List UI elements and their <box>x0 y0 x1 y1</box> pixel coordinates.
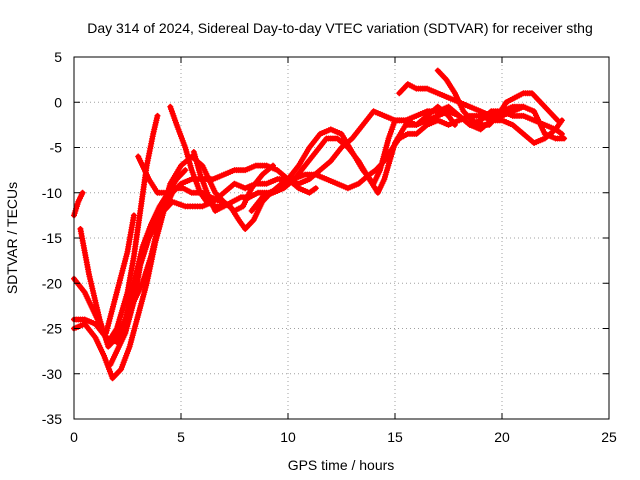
x-tick-label: 10 <box>280 429 296 445</box>
data-point <box>520 103 527 110</box>
x-tick-label: 25 <box>601 429 617 445</box>
series-track-2 <box>71 112 161 346</box>
data-point <box>554 117 561 124</box>
y-tick-label: -25 <box>42 321 62 337</box>
x-axis-label: GPS time / hours <box>288 457 395 473</box>
x-tick-label: 5 <box>177 429 185 445</box>
series-track-7 <box>103 212 137 337</box>
y-tick-label: -30 <box>42 366 62 382</box>
x-tick-label: 20 <box>494 429 510 445</box>
x-tick-label: 0 <box>70 429 78 445</box>
y-tick-label: -5 <box>50 140 63 156</box>
y-tick-label: 5 <box>54 49 62 65</box>
data-point <box>79 189 86 196</box>
data-point <box>130 212 137 219</box>
series-track-11 <box>248 103 458 214</box>
data-point <box>312 185 319 192</box>
data-point <box>154 112 161 119</box>
y-tick-label: -15 <box>42 230 62 246</box>
y-axis-label: SDTVAR / TECUs <box>4 182 20 294</box>
data-point <box>182 167 189 174</box>
x-tick-label: 15 <box>387 429 403 445</box>
y-tick-label: -20 <box>42 275 62 291</box>
data-series-group <box>71 67 568 382</box>
data-point <box>220 203 227 210</box>
series-track-10 <box>190 149 227 214</box>
chart-title: Day 314 of 2024, Sidereal Day-to-day VTE… <box>87 20 593 36</box>
y-tick-label: -10 <box>42 185 62 201</box>
data-point <box>451 121 458 128</box>
y-tick-label: 0 <box>54 94 62 110</box>
y-tick-label: -35 <box>42 411 62 427</box>
series-track-13 <box>434 67 561 128</box>
data-point <box>561 135 568 142</box>
axis-ticks: 0 5 10 15 20 25 -35 -30 -25 -20 -15 -10 -5 0 5 <box>42 49 617 445</box>
